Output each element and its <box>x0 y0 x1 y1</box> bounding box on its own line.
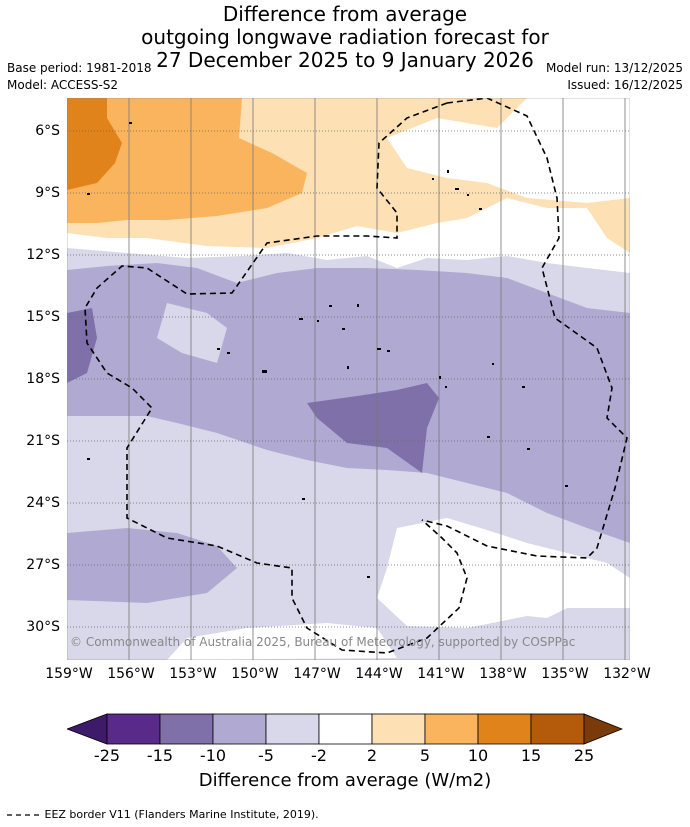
eez-legend-text: EEZ border V11 (Flanders Marine Institut… <box>44 808 319 821</box>
colorbar-tick: 5 <box>419 746 431 765</box>
lon-label: 132°W <box>603 666 651 682</box>
colorbar-segment <box>530 713 585 745</box>
colorbar <box>67 713 623 745</box>
colorbar-segment <box>477 713 532 745</box>
eez-legend: EEZ border V11 (Flanders Marine Institut… <box>7 808 319 821</box>
base-period: Base period: 1981-2018 <box>7 61 152 75</box>
colorbar-tick: 25 <box>573 746 595 765</box>
field-neutral-bottom <box>167 623 397 660</box>
colorbar-tick: 15 <box>520 746 542 765</box>
title-line-3: 27 December 2025 to 9 January 2026 <box>156 48 534 72</box>
eez-legend-line <box>7 814 41 816</box>
colorbar-segment <box>318 713 373 745</box>
colorbar-segment <box>371 713 426 745</box>
parallels <box>67 130 630 628</box>
colorbar-segment <box>265 713 320 745</box>
islands <box>87 122 568 578</box>
lon-label: 147°W <box>293 666 341 682</box>
lon-label: 159°W <box>45 666 93 682</box>
lon-label: 153°W <box>169 666 217 682</box>
lon-label: 156°W <box>107 666 155 682</box>
field-pos10 <box>67 98 122 190</box>
colorbar-tick: -10 <box>199 746 227 765</box>
field-neg15-west <box>67 308 97 383</box>
colorbar-tick: -5 <box>258 746 274 765</box>
lat-label: 18°S <box>26 371 60 387</box>
issued-date: Issued: 16/12/2025 <box>567 78 683 92</box>
colorbar-tick: -2 <box>311 746 327 765</box>
title-line-2: outgoing longwave radiation forecast for <box>141 25 549 49</box>
lat-label: 24°S <box>26 495 60 511</box>
field-neutral-south <box>377 518 630 628</box>
colorbar-tick: 10 <box>467 746 489 765</box>
model-run: Model run: 13/12/2025 <box>545 61 683 75</box>
lon-label: 138°W <box>479 666 527 682</box>
colorbar-label: Difference from average (W/m2) <box>198 770 492 791</box>
eez-border-french-polynesia-west <box>84 102 468 654</box>
colorbar-segment <box>212 713 267 745</box>
colorbar-max-arrow <box>583 713 623 745</box>
field-neg5-hole <box>157 303 227 363</box>
field-pos5 <box>67 98 307 223</box>
colorbar-segment <box>159 713 214 745</box>
colorbar-tick: -25 <box>93 746 121 765</box>
lat-label: 21°S <box>26 433 60 449</box>
copyright-text: © Commonwealth of Australia 2025, Bureau… <box>70 635 575 649</box>
lat-label: 6°S <box>35 123 60 139</box>
field-neg15-central <box>307 383 439 473</box>
colorbar-tick: 2 <box>366 746 378 765</box>
lon-label: 135°W <box>541 666 589 682</box>
colorbar-min-arrow <box>67 713 108 745</box>
lat-label: 15°S <box>26 309 60 325</box>
title-line-1: Difference from average <box>222 2 468 26</box>
colorbar-tick: -15 <box>146 746 174 765</box>
lon-label: 141°W <box>417 666 465 682</box>
colorbar-segment <box>106 713 161 745</box>
lat-label: 12°S <box>26 247 60 263</box>
field-neg10-south <box>67 528 237 603</box>
lat-label: 30°S <box>26 619 60 635</box>
model-name: Model: ACCESS-S2 <box>7 78 119 92</box>
lat-label: 9°S <box>35 185 60 201</box>
lon-label: 144°W <box>355 666 403 682</box>
colorbar-segment <box>424 713 479 745</box>
lat-label: 27°S <box>26 557 60 573</box>
olr-anomaly-map: © Commonwealth of Australia 2025, Bureau… <box>67 98 630 660</box>
eez-border-french-polynesia-east <box>421 98 628 559</box>
lon-label: 150°W <box>231 666 279 682</box>
